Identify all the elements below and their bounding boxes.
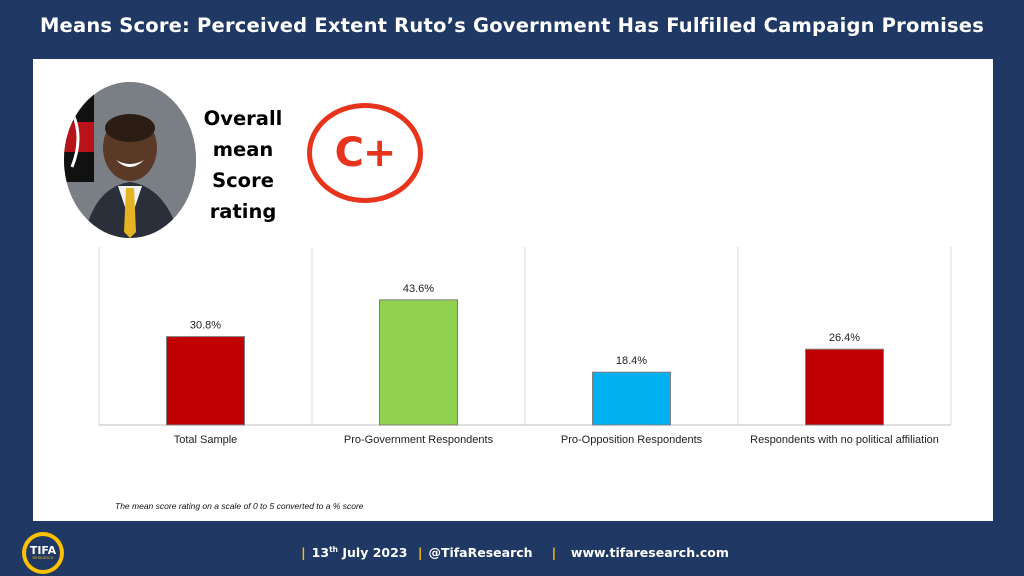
tifa-logo: TIFA RESEARCH [22,532,64,574]
grade-badge: C+ [307,103,423,203]
logo-text: TIFA [29,544,57,557]
overall-label-line: rating [209,200,277,223]
footer-handle[interactable]: @TifaResearch [428,545,533,561]
chart-canvas: 30.8% Total Sample 43.6% Pro-Government Res… [98,247,952,446]
category-label: Respondents with no political affiliatio… [750,434,939,446]
footer-website[interactable]: www.tifaresearch.com [570,545,729,561]
slide-title: Means Score: Perceived Extent Ruto’s Gov… [39,14,985,37]
category-label: Pro-Opposition Respondents [561,434,703,446]
overall-label-line: mean [212,138,274,161]
overall-label-line: Overall [203,107,283,130]
logo-inner: TIFA RESEARCH [26,536,60,570]
portrait-photo [64,82,196,238]
footnote: The mean score rating on a scale of 0 to… [115,501,364,511]
category-label: Total Sample [174,434,238,446]
bar [592,371,671,426]
data-label: 26.4% [829,332,860,344]
footer-date-rest: July 2023 [338,545,408,561]
footer-separator: | [301,545,306,561]
data-label: 43.6% [403,283,434,295]
bar [379,299,458,426]
footer-bar: | 13th July 2023 | @TifaResearch | www.tif… [0,545,1024,560]
bar [805,348,884,426]
overall-label-line: Score [212,169,274,192]
content-panel: Overall mean Score rating C+ 30.8% Total … [33,59,993,521]
data-label: 18.4% [616,355,647,367]
footer-separator: | [417,545,423,561]
footer-date-suffix: th [329,545,339,554]
category-label: Pro-Government Respondents [344,434,494,446]
data-label: 30.8% [190,320,221,332]
footer-date-day: 13 [311,545,330,561]
bar [166,336,245,426]
grade-text: C+ [334,130,397,176]
overall-score-label: Overall mean Score rating [201,103,285,227]
portrait-illustration [64,82,196,238]
footer-separator: | [542,545,557,561]
logo-subtext: RESEARCH [32,556,54,560]
bar-chart: 30.8% Total Sample 43.6% Pro-Government Res… [98,247,952,457]
